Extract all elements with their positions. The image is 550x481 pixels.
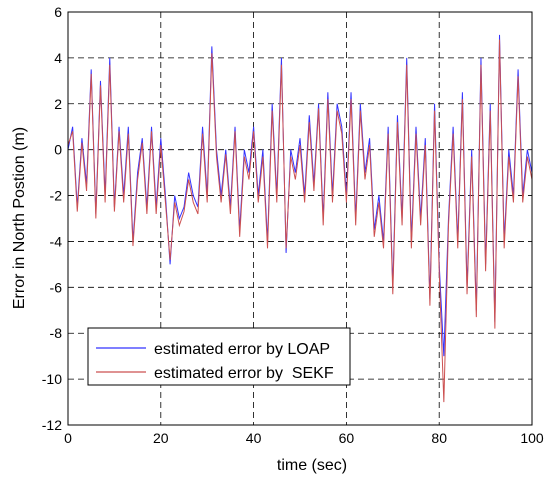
y-axis-label: Error in North Postion (m) [11,127,28,309]
y-tick-label: -2 [50,188,63,204]
legend-box [87,327,351,386]
y-tick-label: -8 [50,325,63,341]
y-tick-label: 2 [54,96,62,112]
y-tick-label: 0 [54,142,62,158]
y-tick-label: -10 [42,371,62,387]
legend-label: estimated error by LOAP [154,341,330,358]
y-tick-label: 6 [54,4,62,20]
y-tick-label: -6 [50,279,63,295]
y-tick-label: 4 [54,50,62,66]
x-axis-label: time (sec) [277,457,347,474]
x-tick-label: 80 [431,430,447,446]
x-tick-label: 40 [246,430,262,446]
legend-label: estimated error by SEKF [154,365,334,382]
plot-frame [67,11,533,426]
x-tick-label: 100 [520,430,544,446]
y-tick-label: -12 [42,417,62,433]
x-tick-label: 20 [153,430,169,446]
x-tick-label: 60 [339,430,355,446]
y-tick-label: -4 [50,233,63,249]
x-tick-label: 0 [64,430,72,446]
legend: estimated error by LOAP estimated error b… [87,327,351,386]
series-line [67,39,533,403]
